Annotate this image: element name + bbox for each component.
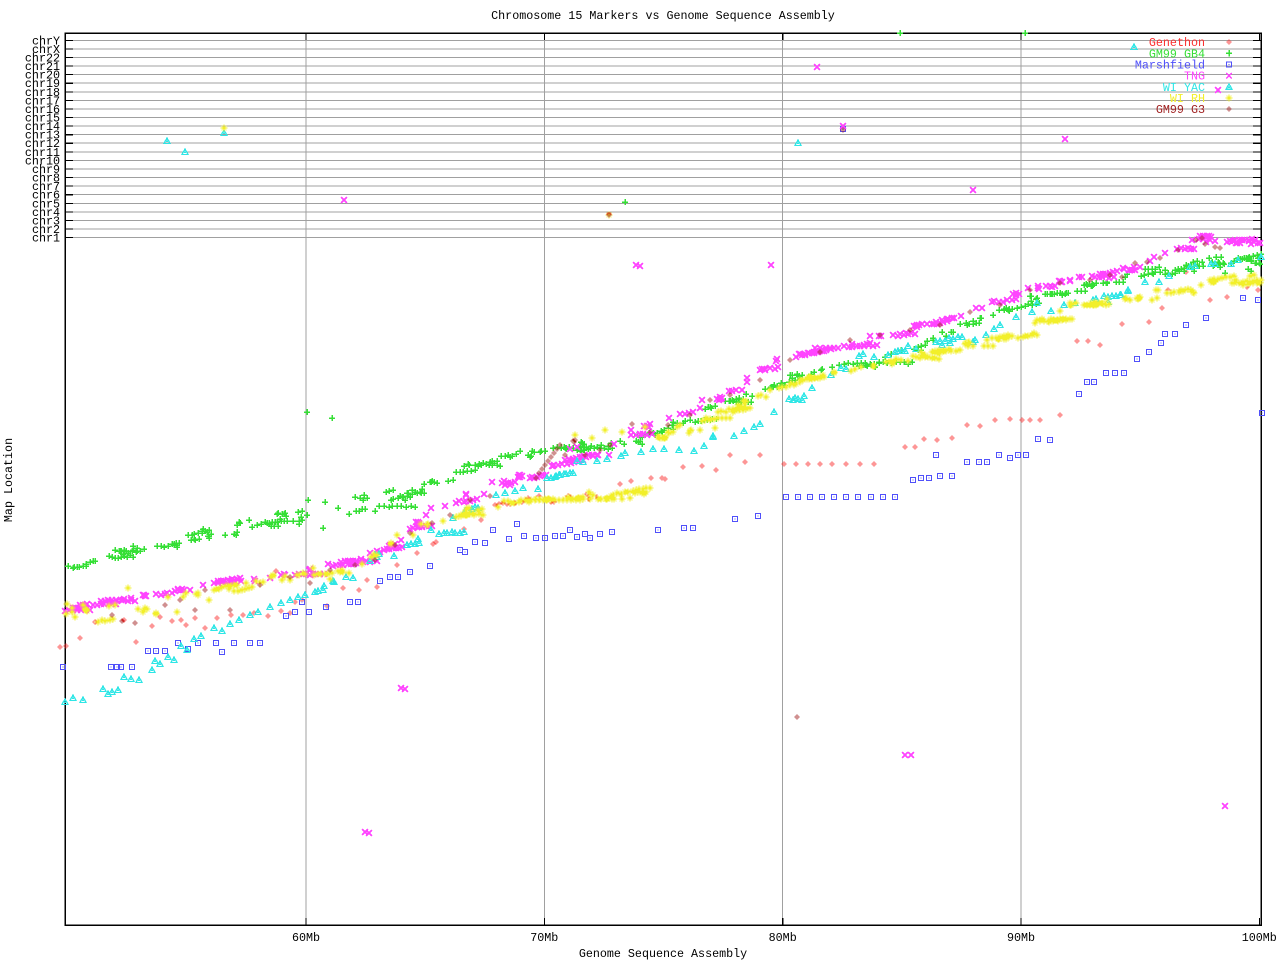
svg-text:WI YAC: WI YAC (1163, 81, 1205, 95)
svg-text:chr2: chr2 (32, 223, 60, 237)
svg-text:Genome Sequence Assembly: Genome Sequence Assembly (579, 947, 747, 960)
svg-text:Chromosome 15 Markers vs Genom: Chromosome 15 Markers vs Genome Sequence… (491, 9, 835, 23)
svg-text:90Mb: 90Mb (1007, 931, 1035, 945)
svg-text:chr10: chr10 (25, 154, 60, 168)
svg-text:chr6: chr6 (32, 189, 60, 203)
svg-text:chrX: chrX (32, 43, 60, 57)
svg-text:80Mb: 80Mb (769, 931, 797, 945)
svg-text:chr16: chr16 (25, 103, 60, 117)
svg-text:60Mb: 60Mb (292, 931, 320, 945)
svg-text:chr4: chr4 (32, 206, 60, 220)
svg-text:chr20: chr20 (25, 69, 60, 83)
svg-text:TNG: TNG (1184, 70, 1205, 84)
svg-text:70Mb: 70Mb (530, 931, 558, 945)
svg-text:chr14: chr14 (25, 120, 60, 134)
svg-text:chrY: chrY (32, 34, 60, 48)
svg-text:chr9: chr9 (32, 163, 60, 177)
svg-text:chr7: chr7 (32, 180, 60, 194)
svg-text:chr5: chr5 (32, 197, 60, 211)
svg-text:chr21: chr21 (25, 60, 60, 74)
svg-text:chr11: chr11 (25, 146, 60, 160)
svg-text:GM99 GB4: GM99 GB4 (1149, 47, 1205, 61)
svg-text:100Mb: 100Mb (1242, 931, 1277, 945)
svg-text:chr12: chr12 (25, 137, 60, 151)
svg-text:chr18: chr18 (25, 86, 60, 100)
svg-text:chr1: chr1 (32, 232, 60, 246)
svg-text:Genethon: Genethon (1149, 36, 1205, 50)
svg-text:Marshfield: Marshfield (1135, 59, 1205, 73)
svg-text:chr8: chr8 (32, 172, 60, 186)
svg-text:WI RH: WI RH (1170, 92, 1205, 106)
svg-text:chr13: chr13 (25, 129, 60, 143)
svg-text:chr15: chr15 (25, 112, 60, 126)
svg-text:chr22: chr22 (25, 52, 60, 66)
svg-text:chr3: chr3 (32, 214, 60, 228)
svg-text:chr19: chr19 (25, 77, 60, 91)
svg-text:chr17: chr17 (25, 94, 60, 108)
svg-text:GM99 G3: GM99 G3 (1156, 103, 1205, 117)
svg-text:Map Location: Map Location (2, 438, 16, 522)
